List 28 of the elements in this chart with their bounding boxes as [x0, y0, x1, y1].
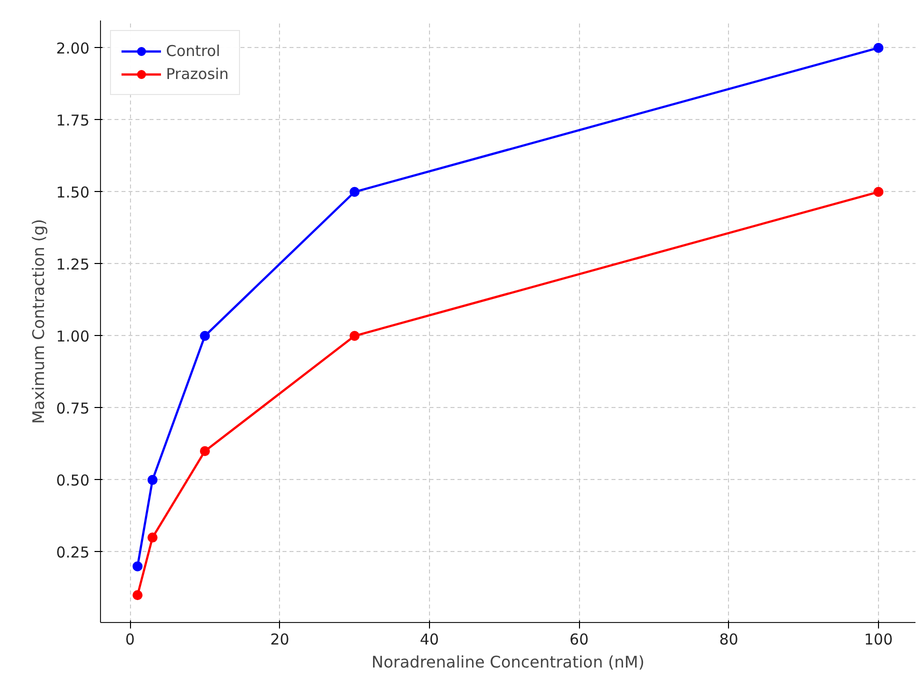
- point: [148, 474, 158, 485]
- legend-label: Prazosin: [166, 65, 229, 83]
- y-tick-label: 1.50: [56, 183, 90, 202]
- point: [200, 446, 210, 456]
- y-tick-label: 1.00: [56, 327, 90, 346]
- point: [200, 330, 210, 341]
- y-tick-label: 1.75: [56, 111, 90, 130]
- x-tick-label: 80: [719, 630, 738, 648]
- legend-label: Control: [166, 42, 220, 60]
- y-tick-label: 0.50: [56, 471, 90, 490]
- y-tick-label: 1.25: [56, 255, 90, 274]
- point: [873, 42, 884, 53]
- point: [148, 532, 158, 543]
- point: [132, 590, 143, 600]
- x-tick-label: 40: [420, 630, 439, 648]
- x-tick-label: 100: [864, 630, 893, 648]
- x-tick-label: 20: [270, 630, 290, 648]
- y-axis-title: Maximum Contraction (g): [29, 219, 48, 424]
- point: [132, 561, 143, 572]
- y-tick-label: 0.25: [56, 543, 90, 562]
- point: [873, 186, 884, 197]
- x-axis-title: Noradrenaline Concentration (nM): [372, 652, 644, 672]
- x-tick-label: 60: [570, 630, 589, 648]
- y-tick-label: 0.75: [56, 399, 90, 418]
- point: [350, 186, 360, 197]
- x-tick-label: 0: [125, 630, 135, 648]
- point: [350, 330, 360, 341]
- y-tick-label: 2.00: [56, 39, 90, 58]
